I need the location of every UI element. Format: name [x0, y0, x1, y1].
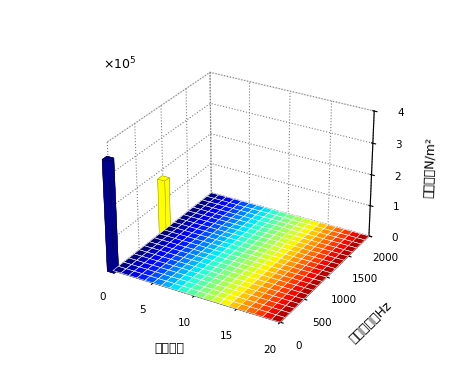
Text: $\times 10^5$: $\times 10^5$ [103, 55, 136, 72]
Y-axis label: 时间频率／Hz: 时间频率／Hz [347, 299, 394, 345]
X-axis label: 空间阶数: 空间阶数 [155, 342, 184, 355]
